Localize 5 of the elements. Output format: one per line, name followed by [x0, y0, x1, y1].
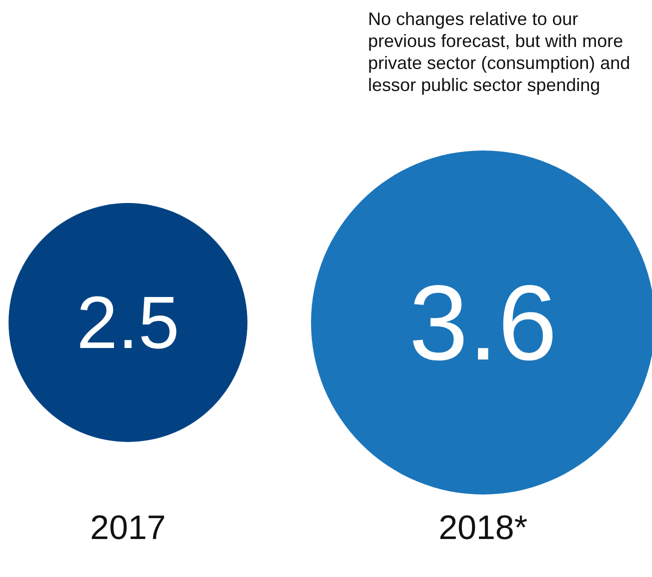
data-label: 3.6: [408, 262, 558, 382]
category-label: 2018*: [438, 509, 528, 548]
text: No changes relative to our previous forecast, but with more private sector (consumption) and lessor public sector spending: [368, 8, 632, 96]
category-label: 2017: [90, 509, 166, 548]
data-label: 2.5: [76, 281, 180, 364]
